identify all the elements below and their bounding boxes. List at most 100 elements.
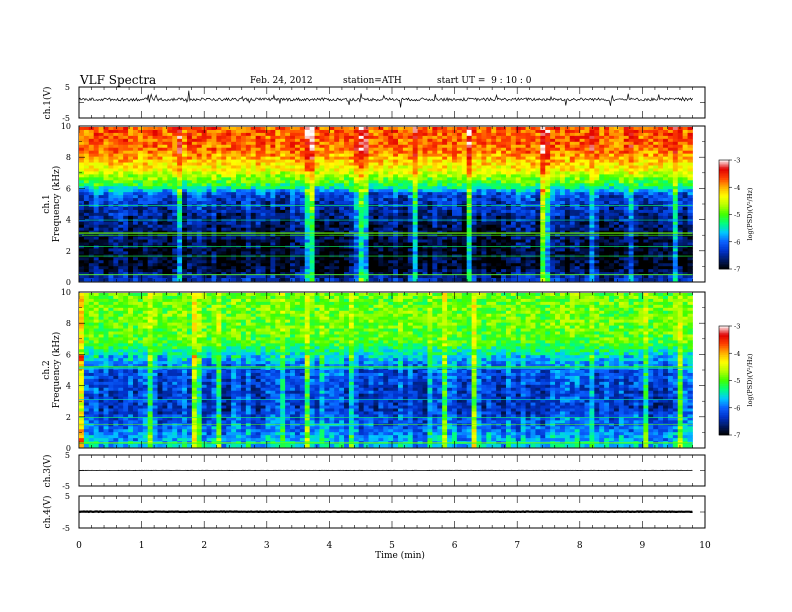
- spectrogram-cell: [79, 275, 85, 279]
- spectrogram-cell: [137, 221, 144, 226]
- spectrogram-cell: [211, 174, 217, 178]
- spectrogram-cell: [324, 272, 330, 276]
- spectrogram-cell: [245, 209, 252, 214]
- spectrogram-cell: [427, 269, 433, 273]
- spectrogram-cell: [329, 275, 335, 279]
- spectrogram-cell: [290, 189, 296, 193]
- spectrogram-cell: [236, 251, 242, 255]
- spectrogram-cell: [535, 257, 541, 261]
- spectrogram-cell: [466, 177, 473, 181]
- spectrogram-cell: [412, 248, 419, 252]
- spectrogram-cell: [221, 269, 227, 273]
- spectrogram-cell: [540, 221, 546, 226]
- spectrogram-cell: [515, 260, 522, 264]
- spectrogram-cell: [393, 174, 399, 178]
- spectrogram-cell: [128, 239, 134, 243]
- spectrogram-cell: [319, 215, 325, 220]
- spectrogram-cell: [211, 275, 217, 279]
- spectrogram-cell: [93, 245, 100, 249]
- spectrogram-cell: [172, 177, 178, 181]
- spectrogram-cell: [294, 215, 301, 220]
- spectrogram-cell: [402, 278, 409, 282]
- spectrogram-cell: [471, 209, 477, 214]
- spectrogram-cell: [172, 201, 178, 205]
- spectrogram-cell: [368, 192, 374, 196]
- spectrogram-cell: [324, 153, 330, 158]
- spectrogram-cell: [427, 206, 433, 211]
- spectrogram-cell: [285, 159, 291, 163]
- spectrogram-cell: [98, 257, 104, 261]
- spectrogram-cell: [388, 153, 394, 158]
- spectrogram-cell: [157, 245, 163, 249]
- spectrogram-cell: [142, 195, 149, 199]
- spectrogram-cell: [422, 239, 428, 243]
- spectrogram-cell: [221, 180, 227, 184]
- spectrogram-cell: [476, 150, 482, 155]
- spectrogram-cell: [398, 129, 404, 134]
- spectrogram-cell: [520, 257, 527, 261]
- spectrogram-cell: [147, 156, 154, 160]
- spectrogram-cell: [510, 239, 517, 243]
- spectrogram-cell: [319, 263, 325, 267]
- spectrogram-cell: [324, 266, 330, 270]
- spectrogram-cell: [304, 269, 311, 273]
- spectrogram-cell: [172, 212, 178, 217]
- spectrogram-cell: [486, 212, 492, 217]
- spectrogram-cell: [172, 162, 178, 166]
- spectrogram-cell: [162, 180, 168, 184]
- spectrogram-cell: [501, 171, 507, 175]
- spectrogram-cell: [265, 227, 271, 232]
- spectrogram-cell: [285, 251, 291, 255]
- spectrogram-cell: [505, 251, 512, 255]
- spectrogram-cell: [393, 156, 399, 160]
- spectrogram-cell: [152, 127, 158, 131]
- spectrogram-cell: [226, 129, 232, 134]
- spectrogram-cell: [530, 189, 536, 193]
- spectrogram-cell: [407, 147, 414, 152]
- spectrogram-cell: [452, 174, 458, 178]
- spectrogram-cell: [147, 224, 154, 229]
- spectrogram-cell: [427, 248, 433, 252]
- spectrogram-cell: [206, 168, 212, 172]
- spectrogram-cell: [132, 147, 139, 152]
- spectrogram-cell: [196, 162, 203, 166]
- spectrogram-cell: [525, 189, 531, 193]
- spectrogram-cell: [103, 153, 109, 158]
- spectrogram-cell: [280, 171, 286, 175]
- spectrogram-cell: [216, 183, 222, 187]
- spectrogram-cell: [393, 192, 399, 196]
- spectrogram-cell: [304, 129, 311, 134]
- spectrogram-cell: [265, 215, 271, 220]
- spectrogram-cell: [275, 224, 281, 229]
- spectrogram-cell: [93, 248, 100, 252]
- spectrogram-cell: [182, 135, 188, 140]
- spectrogram-cell: [128, 192, 134, 196]
- spectrogram-cell: [422, 183, 428, 187]
- spectrogram-cell: [118, 183, 124, 187]
- spectrogram-cell: [299, 239, 306, 243]
- spectrogram-cell: [309, 192, 315, 196]
- spectrogram-cell: [363, 135, 369, 140]
- spectrogram-cell: [363, 186, 369, 190]
- spectrogram-cell: [491, 198, 497, 202]
- spectrogram-cell: [167, 201, 173, 205]
- spectrogram-cell: [353, 257, 360, 261]
- spectrogram-cell: [540, 195, 546, 199]
- spectrogram-cell: [491, 147, 497, 152]
- spectrogram-cell: [407, 251, 414, 255]
- spectrogram-cell: [510, 132, 517, 137]
- spectrogram-cell: [491, 129, 497, 134]
- spectrogram-cell: [447, 147, 453, 152]
- spectrogram-cell: [427, 138, 433, 143]
- spectrogram-cell: [285, 153, 291, 158]
- spectrogram-cell: [108, 215, 114, 220]
- spectrogram-cell: [196, 135, 203, 140]
- spectrogram-cell: [432, 168, 438, 172]
- spectrogram-cell: [339, 215, 345, 220]
- spectrogram-cell: [118, 156, 124, 160]
- spectrogram-cell: [142, 242, 149, 246]
- spectrogram-cell: [191, 183, 198, 187]
- spectrogram-cell: [452, 221, 458, 226]
- spectrogram-cell: [442, 275, 448, 279]
- spectrogram-cell: [152, 189, 158, 193]
